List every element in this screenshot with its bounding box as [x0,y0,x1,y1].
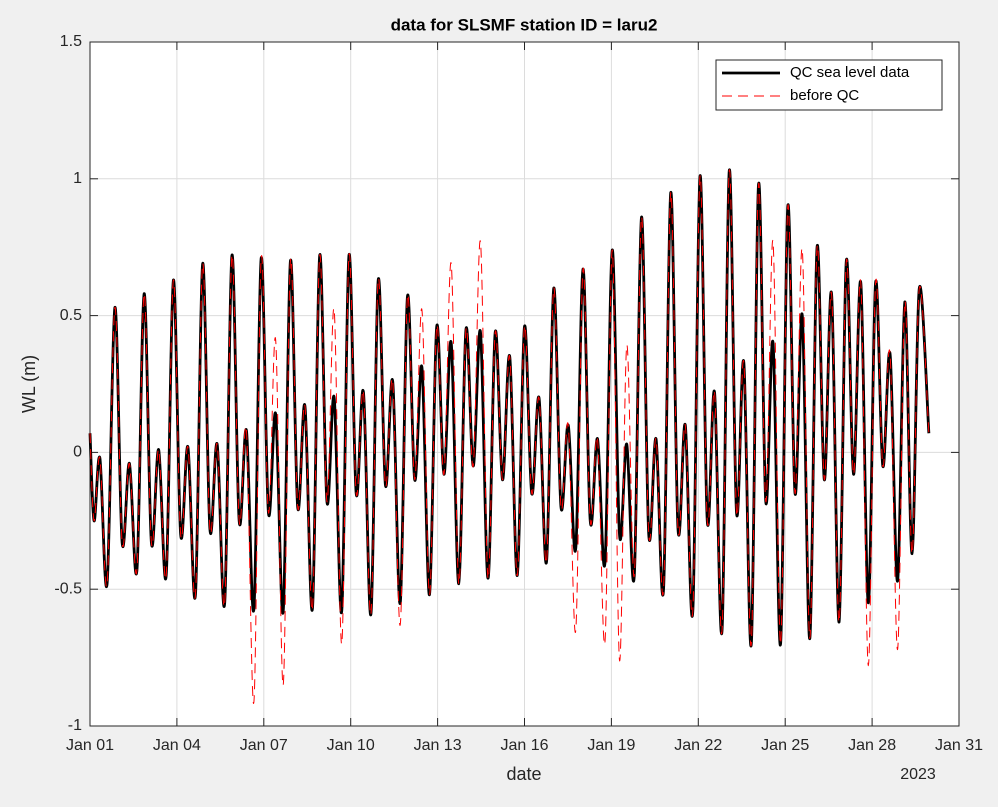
y-tick-label: 1.5 [60,33,82,50]
y-tick-label: -0.5 [54,580,82,597]
x-tick-label: Jan 10 [327,737,375,754]
x-tick-label: Jan 01 [66,737,114,754]
legend-label: QC sea level data [790,64,910,81]
x-tick-label: Jan 28 [848,737,896,754]
x-tick-label: Jan 07 [240,737,288,754]
axes-box [89,41,960,727]
x-tick-label: Jan 04 [153,737,201,754]
chart-title: data for SLSMF station ID = laru2 [391,15,658,34]
x-secondary-label: 2023 [900,766,936,783]
y-tick-label: 0 [73,444,82,461]
x-tick-label: Jan 22 [674,737,722,754]
y-axis-label: WL (m) [19,355,39,413]
legend: QC sea level data before QC [715,59,943,111]
legend-box [715,59,943,111]
x-tick-label: Jan 31 [935,737,983,754]
x-tick-label: Jan 16 [500,737,548,754]
legend-label: before QC [790,87,859,104]
data-line [89,169,930,705]
x-tick-label: Jan 13 [414,737,462,754]
y-tick-label: 1 [73,170,82,187]
y-tick-label: -1 [68,717,82,734]
x-tick-label: Jan 19 [587,737,635,754]
y-tick-label: 0.5 [60,307,82,324]
x-axis-label: date [506,764,541,784]
x-tick-label: Jan 25 [761,737,809,754]
